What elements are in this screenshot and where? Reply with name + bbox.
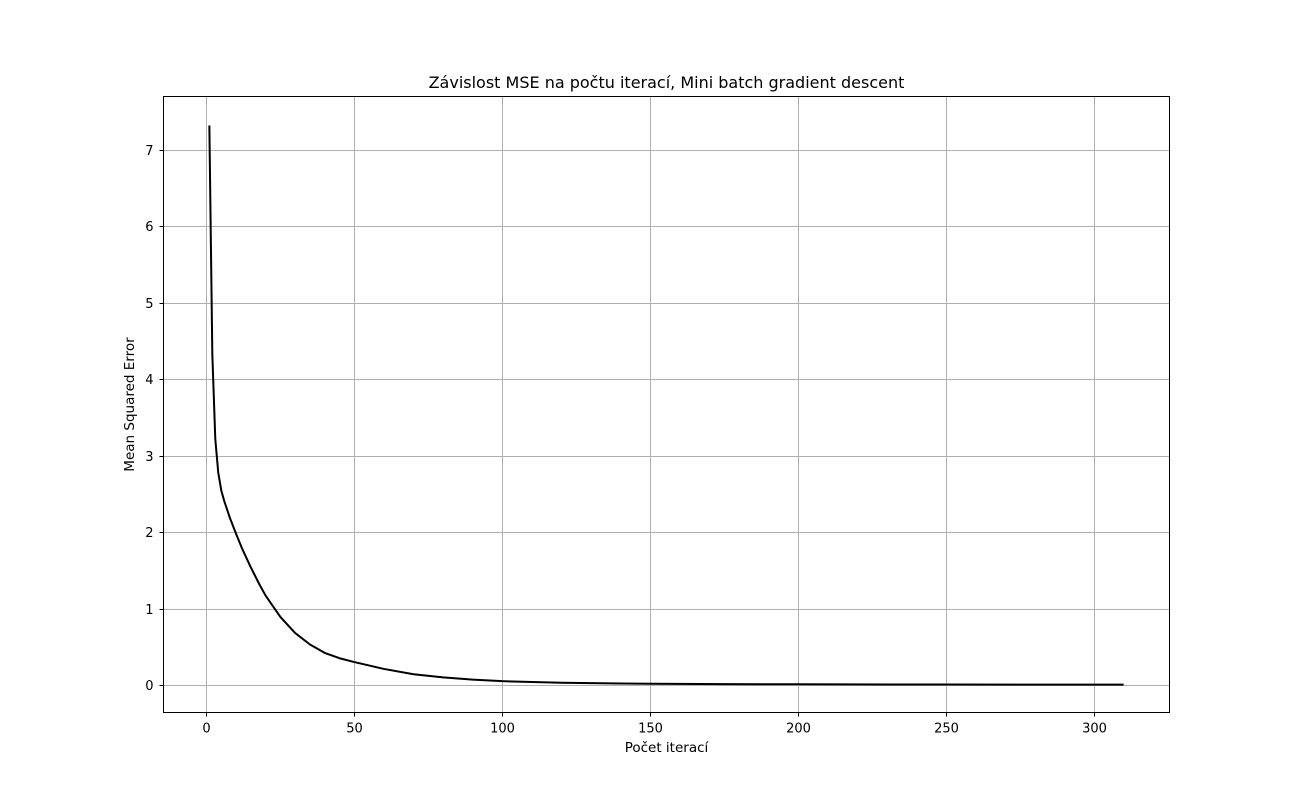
x-axis-label: Počet iterací (625, 740, 710, 756)
y-tick-label: 7 (145, 144, 153, 159)
y-tick-label: 3 (145, 450, 153, 465)
y-tick-label: 4 (145, 373, 153, 388)
series-line-mse (208, 125, 1124, 686)
x-tick-label: 50 (346, 722, 363, 737)
x-tick-label: 100 (490, 722, 515, 737)
x-tick-label: 0 (202, 722, 210, 737)
y-tick-label: 1 (145, 603, 153, 618)
y-tick-label: 5 (145, 297, 153, 312)
y-axis-label: Mean Squared Error (122, 337, 138, 472)
x-tick-label: 200 (786, 722, 811, 737)
chart-title: Závislost MSE na počtu iterací, Mini bat… (429, 73, 905, 92)
y-tick-label: 0 (145, 679, 153, 694)
y-tick-label: 6 (145, 220, 153, 235)
x-tick-label: 300 (1082, 722, 1107, 737)
x-tick-label: 150 (638, 722, 663, 737)
x-tick-label: 250 (934, 722, 959, 737)
y-tick-label: 2 (145, 526, 153, 541)
ticks-layer: 0 50 100 150 200 250 300 0 1 2 3 4 5 6 7 (145, 144, 1107, 737)
grid-layer (163, 96, 1170, 713)
axes-frame (163, 96, 1170, 713)
